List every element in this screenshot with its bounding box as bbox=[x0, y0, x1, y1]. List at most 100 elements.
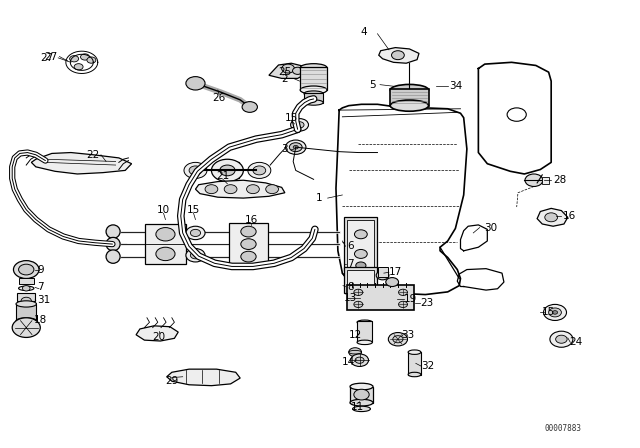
Ellipse shape bbox=[408, 372, 421, 377]
Ellipse shape bbox=[304, 100, 323, 105]
Circle shape bbox=[393, 336, 403, 343]
Text: 8: 8 bbox=[348, 281, 354, 292]
Circle shape bbox=[285, 140, 306, 154]
Bar bbox=[16, 304, 36, 321]
Ellipse shape bbox=[408, 350, 421, 354]
Circle shape bbox=[13, 261, 39, 279]
Text: 20: 20 bbox=[152, 332, 166, 341]
Circle shape bbox=[205, 185, 218, 194]
Ellipse shape bbox=[350, 383, 373, 390]
Text: 19: 19 bbox=[404, 294, 417, 304]
Text: 5: 5 bbox=[369, 80, 376, 90]
Bar bbox=[344, 267, 378, 293]
Text: 34: 34 bbox=[449, 82, 462, 91]
Circle shape bbox=[74, 64, 83, 70]
Circle shape bbox=[242, 102, 257, 112]
Circle shape bbox=[354, 301, 363, 307]
Text: 7: 7 bbox=[348, 259, 354, 269]
Polygon shape bbox=[195, 180, 285, 198]
Polygon shape bbox=[269, 63, 307, 78]
Bar bbox=[216, 162, 239, 178]
Text: 25: 25 bbox=[278, 67, 291, 77]
Text: 27: 27 bbox=[44, 52, 57, 61]
Circle shape bbox=[186, 226, 205, 240]
Ellipse shape bbox=[300, 86, 327, 94]
Text: 14: 14 bbox=[342, 358, 355, 367]
Bar bbox=[229, 223, 268, 266]
Circle shape bbox=[266, 185, 278, 194]
Circle shape bbox=[156, 228, 175, 241]
Text: 28: 28 bbox=[553, 175, 566, 185]
Text: 00007883: 00007883 bbox=[544, 424, 581, 433]
Bar bbox=[348, 285, 414, 310]
Text: 10: 10 bbox=[157, 205, 170, 215]
Bar bbox=[304, 93, 323, 103]
Text: 22: 22 bbox=[86, 150, 100, 160]
Bar bbox=[300, 67, 327, 90]
Circle shape bbox=[190, 252, 200, 259]
Circle shape bbox=[21, 297, 31, 304]
Text: 26: 26 bbox=[212, 93, 226, 103]
Circle shape bbox=[190, 229, 200, 237]
Text: 29: 29 bbox=[165, 376, 179, 386]
Ellipse shape bbox=[304, 91, 323, 96]
Bar bbox=[348, 220, 374, 269]
Circle shape bbox=[356, 262, 366, 269]
Text: 11: 11 bbox=[351, 402, 364, 412]
Circle shape bbox=[184, 162, 207, 178]
Ellipse shape bbox=[390, 100, 429, 111]
Circle shape bbox=[211, 159, 243, 181]
Circle shape bbox=[355, 250, 367, 258]
Polygon shape bbox=[379, 47, 419, 63]
Circle shape bbox=[349, 348, 362, 357]
Ellipse shape bbox=[350, 399, 373, 406]
Text: 30: 30 bbox=[484, 223, 498, 233]
Text: 2: 2 bbox=[282, 74, 288, 84]
Text: 32: 32 bbox=[420, 361, 434, 371]
Circle shape bbox=[292, 67, 303, 74]
Circle shape bbox=[550, 331, 573, 347]
Bar bbox=[408, 352, 421, 375]
Circle shape bbox=[392, 51, 404, 60]
Text: 15: 15 bbox=[187, 205, 200, 215]
Ellipse shape bbox=[16, 318, 36, 324]
Circle shape bbox=[241, 239, 256, 250]
Bar bbox=[19, 279, 34, 284]
Text: 31: 31 bbox=[38, 295, 51, 305]
Ellipse shape bbox=[357, 340, 372, 345]
Text: 21: 21 bbox=[216, 171, 230, 181]
Circle shape bbox=[224, 185, 237, 194]
Circle shape bbox=[186, 249, 205, 262]
Bar bbox=[348, 270, 374, 291]
Text: 7: 7 bbox=[37, 282, 44, 293]
Bar bbox=[378, 267, 388, 277]
Text: 27: 27 bbox=[40, 53, 53, 63]
Circle shape bbox=[543, 304, 566, 320]
Circle shape bbox=[220, 165, 235, 176]
Ellipse shape bbox=[19, 286, 34, 291]
Text: 4: 4 bbox=[360, 27, 367, 37]
Bar bbox=[17, 293, 35, 301]
Circle shape bbox=[295, 122, 304, 128]
Circle shape bbox=[22, 286, 30, 291]
Text: 3: 3 bbox=[282, 144, 288, 154]
Circle shape bbox=[556, 335, 567, 343]
Ellipse shape bbox=[353, 406, 371, 412]
Circle shape bbox=[354, 389, 369, 400]
Circle shape bbox=[552, 310, 557, 314]
Circle shape bbox=[253, 166, 266, 175]
Ellipse shape bbox=[357, 320, 372, 324]
Text: 24: 24 bbox=[569, 337, 582, 347]
Polygon shape bbox=[167, 369, 240, 386]
Circle shape bbox=[545, 213, 557, 222]
Text: 16: 16 bbox=[244, 215, 258, 225]
Bar bbox=[357, 321, 372, 342]
Circle shape bbox=[548, 308, 561, 317]
Circle shape bbox=[282, 64, 294, 73]
Circle shape bbox=[186, 77, 205, 90]
Circle shape bbox=[525, 174, 543, 186]
Text: 18: 18 bbox=[34, 315, 47, 325]
Text: 12: 12 bbox=[349, 330, 362, 340]
Ellipse shape bbox=[106, 250, 120, 263]
Circle shape bbox=[70, 56, 79, 62]
